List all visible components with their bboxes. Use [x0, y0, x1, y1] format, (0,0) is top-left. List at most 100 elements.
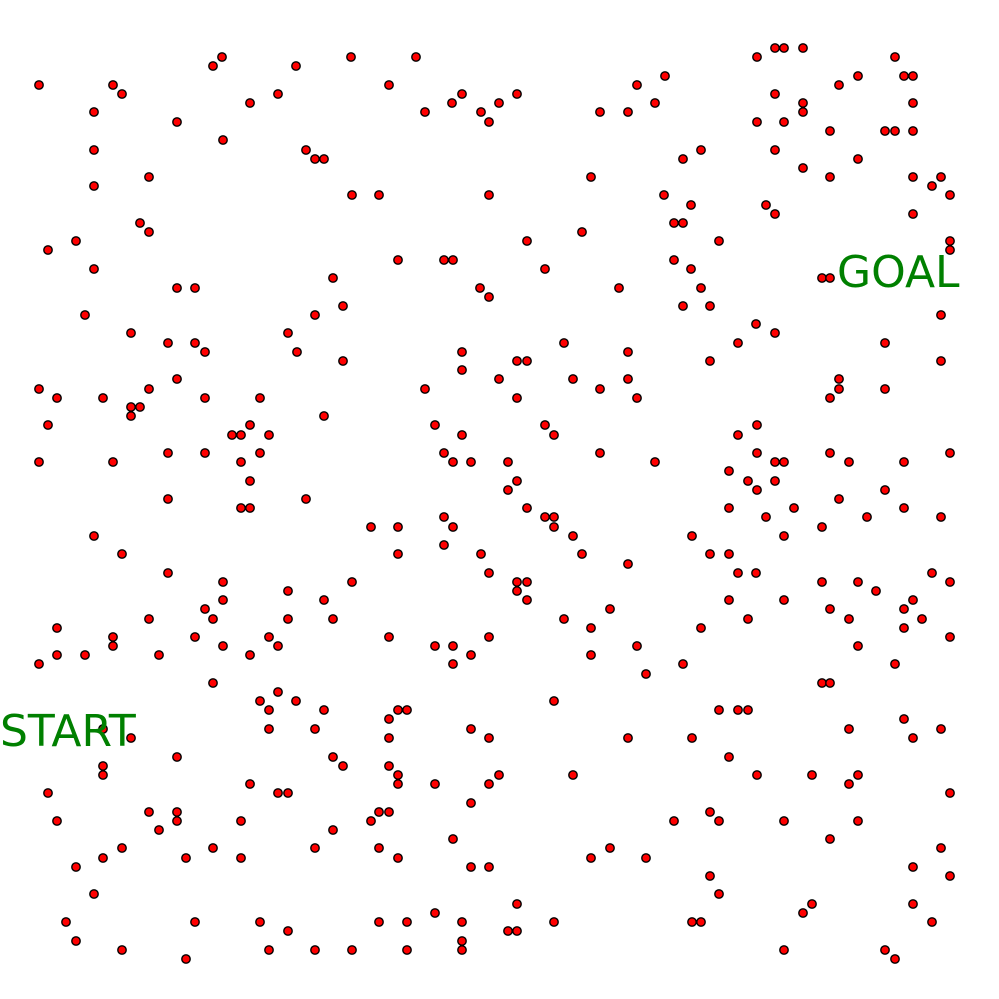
obstacle-point [807, 770, 817, 780]
obstacle-point [144, 227, 154, 237]
obstacle-point [696, 283, 706, 293]
obstacle-point [273, 687, 283, 697]
obstacle-point [752, 485, 762, 495]
obstacle-point [595, 107, 605, 117]
obstacle-point [457, 89, 467, 99]
obstacle-point [273, 89, 283, 99]
obstacle-point [678, 301, 688, 311]
obstacle-point [208, 614, 218, 624]
obstacle-point [853, 770, 863, 780]
obstacle-point [908, 71, 918, 81]
obstacle-point [181, 853, 191, 863]
obstacle-point [936, 512, 946, 522]
obstacle-point [825, 604, 835, 614]
obstacle-point [89, 264, 99, 274]
obstacle-point [476, 549, 486, 559]
obstacle-point [817, 522, 827, 532]
obstacle-point [144, 614, 154, 624]
obstacle-point [586, 853, 596, 863]
obstacle-point [384, 807, 394, 817]
obstacle-point [577, 549, 587, 559]
obstacle-point [798, 98, 808, 108]
obstacle-point [447, 98, 457, 108]
obstacle-point [484, 733, 494, 743]
obstacle-point [936, 310, 946, 320]
obstacle-point [154, 825, 164, 835]
obstacle-point [825, 393, 835, 403]
obstacle-point [43, 788, 53, 798]
obstacle-point [347, 190, 357, 200]
obstacle-point [779, 595, 789, 605]
obstacle-point [669, 255, 679, 265]
obstacle-point [393, 549, 403, 559]
obstacle-point [844, 614, 854, 624]
obstacle-point [899, 623, 909, 633]
obstacle-point [705, 807, 715, 817]
obstacle-point [411, 52, 421, 62]
obstacle-point [522, 356, 532, 366]
obstacle-point [586, 650, 596, 660]
obstacle-point [724, 466, 734, 476]
obstacle-point [798, 43, 808, 53]
obstacle-point [595, 448, 605, 458]
obstacle-point [144, 172, 154, 182]
obstacle-point [540, 512, 550, 522]
obstacle-point [430, 420, 440, 430]
obstacle-point [255, 917, 265, 927]
obstacle-point [789, 503, 799, 513]
obstacle-point [559, 614, 569, 624]
obstacle-point [825, 678, 835, 688]
obstacle-point [208, 61, 218, 71]
obstacle-point [512, 393, 522, 403]
obstacle-point [743, 705, 753, 715]
obstacle-point [503, 926, 513, 936]
obstacle-point [623, 733, 633, 743]
obstacle-point [880, 338, 890, 348]
obstacle-point [522, 236, 532, 246]
obstacle-point [172, 816, 182, 826]
obstacle-point [172, 374, 182, 384]
obstacle-point [890, 52, 900, 62]
obstacle-point [512, 476, 522, 486]
obstacle-point [696, 623, 706, 633]
obstacle-point [200, 604, 210, 614]
obstacle-point [430, 908, 440, 918]
obstacle-point [34, 457, 44, 467]
obstacle-point [393, 853, 403, 863]
obstacle-point [549, 522, 559, 532]
obstacle-point [751, 568, 761, 578]
obstacle-point [899, 604, 909, 614]
obstacle-point [484, 190, 494, 200]
obstacle-point [503, 485, 513, 495]
obstacle-point [862, 512, 872, 522]
obstacle-point [825, 834, 835, 844]
obstacle-point [752, 420, 762, 430]
obstacle-point [172, 807, 182, 817]
obstacle-point [338, 761, 348, 771]
obstacle-point [817, 273, 827, 283]
obstacle-point [466, 724, 476, 734]
obstacle-point [245, 650, 255, 660]
obstacle-point [89, 531, 99, 541]
obstacle-point [52, 816, 62, 826]
obstacle-point [669, 816, 679, 826]
obstacle-point [393, 522, 403, 532]
obstacle-point [366, 816, 376, 826]
obstacle-point [80, 310, 90, 320]
obstacle-point [484, 779, 494, 789]
obstacle-point [871, 586, 881, 596]
obstacle-point [779, 43, 789, 53]
obstacle-point [880, 384, 890, 394]
obstacle-point [34, 659, 44, 669]
obstacle-point [283, 926, 293, 936]
obstacle-point [172, 283, 182, 293]
obstacle-point [310, 843, 320, 853]
obstacle-point [936, 356, 946, 366]
obstacle-point [108, 632, 118, 642]
obstacle-point [448, 457, 458, 467]
obstacle-point [779, 945, 789, 955]
obstacle-point [89, 107, 99, 117]
obstacle-point [236, 503, 246, 513]
obstacle-point [512, 586, 522, 596]
obstacle-point [89, 181, 99, 191]
